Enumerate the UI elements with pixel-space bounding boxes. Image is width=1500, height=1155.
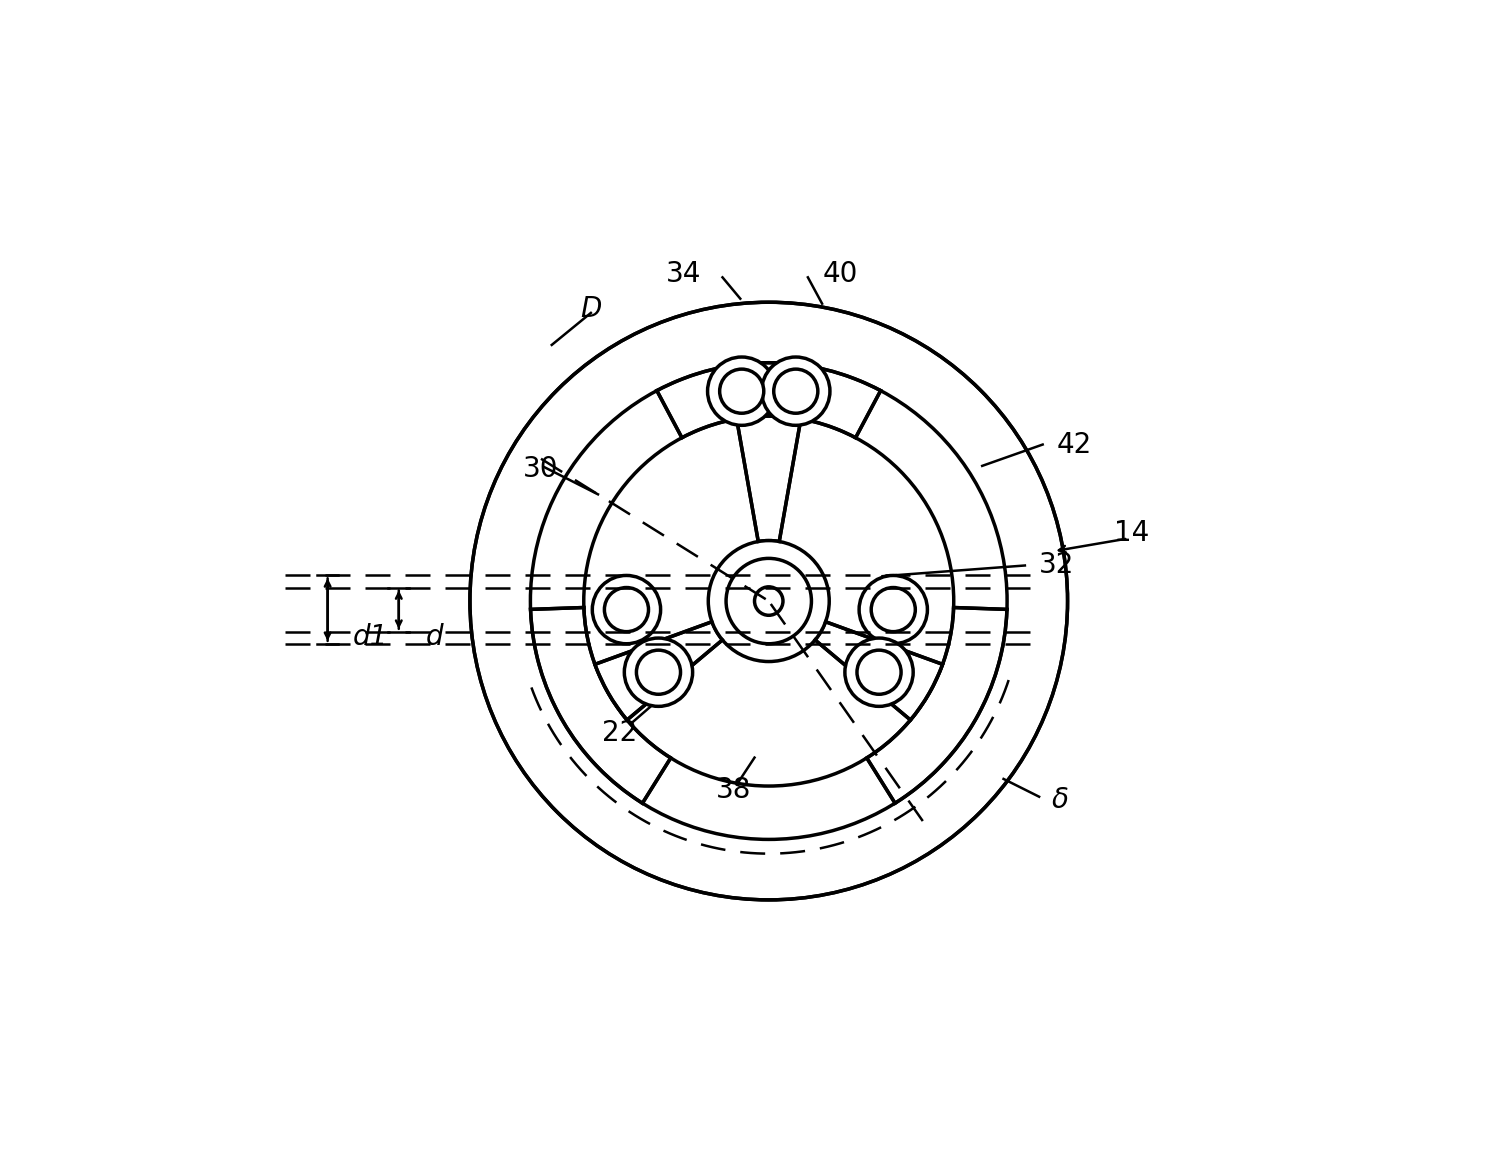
Text: 38: 38	[716, 776, 752, 804]
Circle shape	[762, 357, 830, 425]
Text: d: d	[426, 623, 442, 650]
Circle shape	[470, 303, 1068, 900]
Text: 22: 22	[602, 718, 638, 746]
Text: d1: d1	[352, 623, 388, 650]
Circle shape	[604, 588, 648, 632]
Wedge shape	[815, 621, 942, 720]
Circle shape	[844, 638, 914, 707]
Circle shape	[636, 650, 681, 694]
Text: 30: 30	[524, 455, 560, 484]
Text: 14: 14	[1114, 520, 1149, 547]
Text: 42: 42	[1058, 431, 1092, 459]
Circle shape	[592, 575, 660, 643]
Circle shape	[856, 650, 901, 694]
Text: 40: 40	[822, 260, 858, 288]
Circle shape	[859, 575, 927, 643]
Circle shape	[720, 370, 764, 413]
Circle shape	[624, 638, 693, 707]
Circle shape	[708, 541, 830, 662]
Circle shape	[708, 357, 776, 425]
Wedge shape	[657, 363, 880, 438]
Wedge shape	[736, 416, 801, 542]
Text: 32: 32	[1040, 551, 1074, 580]
Text: D: D	[580, 296, 602, 323]
Text: δ: δ	[1052, 787, 1070, 814]
Circle shape	[754, 587, 783, 616]
Wedge shape	[531, 608, 670, 803]
Circle shape	[726, 558, 812, 643]
Circle shape	[774, 370, 818, 413]
Wedge shape	[867, 608, 1006, 803]
Text: 34: 34	[666, 260, 700, 288]
Wedge shape	[596, 621, 723, 720]
Circle shape	[871, 588, 915, 632]
